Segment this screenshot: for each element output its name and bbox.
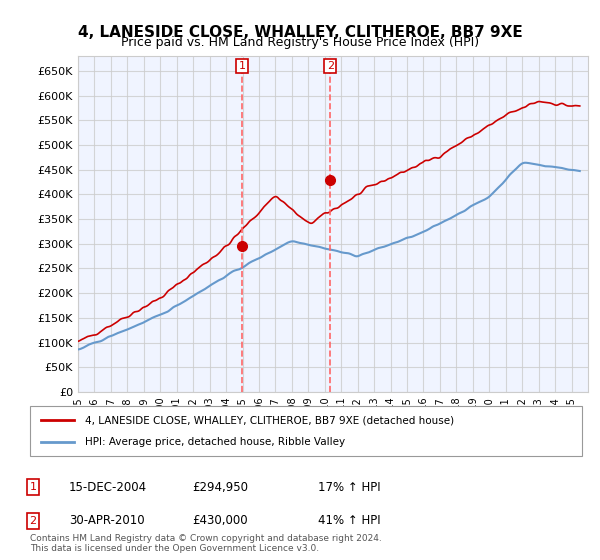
Text: 2: 2	[29, 516, 37, 526]
Text: HPI: Average price, detached house, Ribble Valley: HPI: Average price, detached house, Ribb…	[85, 437, 346, 447]
Text: 1: 1	[29, 482, 37, 492]
Text: 1: 1	[238, 61, 245, 71]
Text: £430,000: £430,000	[192, 514, 248, 528]
Text: £294,950: £294,950	[192, 480, 248, 494]
Text: 41% ↑ HPI: 41% ↑ HPI	[318, 514, 380, 528]
FancyBboxPatch shape	[30, 406, 582, 456]
Text: 4, LANESIDE CLOSE, WHALLEY, CLITHEROE, BB7 9XE: 4, LANESIDE CLOSE, WHALLEY, CLITHEROE, B…	[77, 25, 523, 40]
Text: 15-DEC-2004: 15-DEC-2004	[69, 480, 147, 494]
Text: 4, LANESIDE CLOSE, WHALLEY, CLITHEROE, BB7 9XE (detached house): 4, LANESIDE CLOSE, WHALLEY, CLITHEROE, B…	[85, 415, 454, 425]
Text: Price paid vs. HM Land Registry's House Price Index (HPI): Price paid vs. HM Land Registry's House …	[121, 36, 479, 49]
Text: Contains HM Land Registry data © Crown copyright and database right 2024.
This d: Contains HM Land Registry data © Crown c…	[30, 534, 382, 553]
Text: 17% ↑ HPI: 17% ↑ HPI	[318, 480, 380, 494]
Text: 2: 2	[326, 61, 334, 71]
Text: 30-APR-2010: 30-APR-2010	[69, 514, 145, 528]
